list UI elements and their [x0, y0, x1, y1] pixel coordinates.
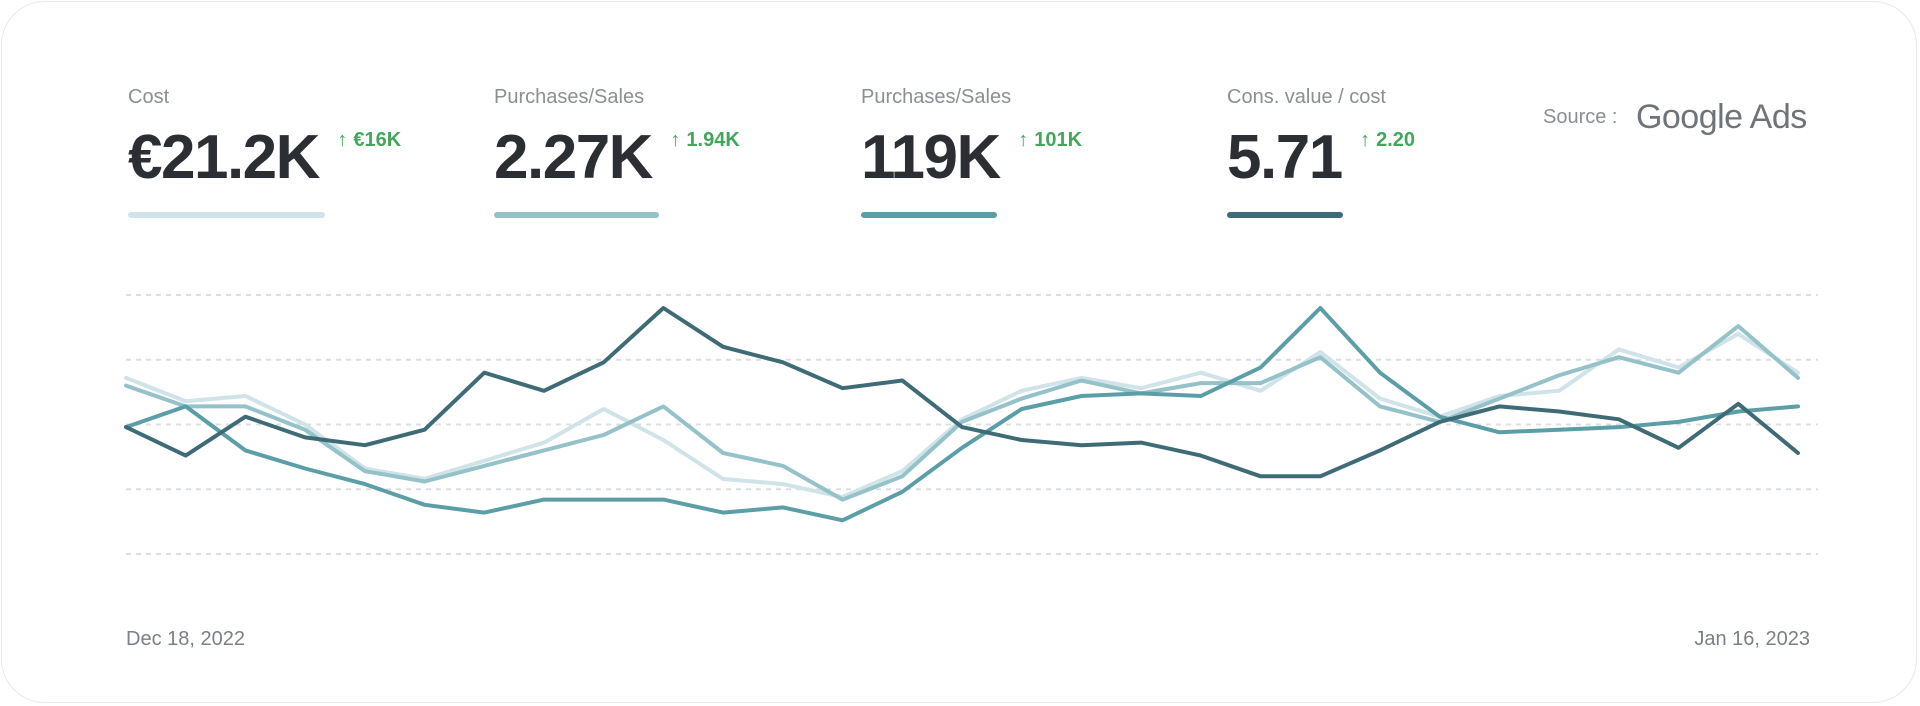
series-color-indicator: [128, 212, 325, 218]
metric-value: €21.2K: [128, 123, 320, 192]
series-color-indicator: [494, 212, 659, 218]
series-color-indicator: [861, 212, 997, 218]
source-attribution: Source : Google Ads: [1543, 98, 1807, 137]
metric-value: 5.71: [1227, 123, 1343, 192]
metric-label: Purchases/Sales: [494, 86, 645, 108]
up-arrow-icon: ↑: [1360, 129, 1371, 151]
up-arrow-icon: ↑: [1018, 129, 1029, 151]
metric-cost: Cost €21.2K ↑ €16K: [128, 86, 402, 218]
metric-delta: ↑ 2.20: [1360, 129, 1416, 151]
series-line-3: [124, 306, 1800, 523]
metric-cons-value-cost: Cons. value / cost 5.71 ↑ 2.20: [1227, 86, 1416, 218]
metric-delta: ↑ 1.94K: [670, 129, 740, 151]
series-line-2: [124, 324, 1800, 502]
x-axis-start-label: Dec 18, 2022: [126, 628, 245, 650]
series-line-4: [124, 306, 1800, 479]
series-color-indicator: [1227, 212, 1343, 218]
source-label: Source :: [1543, 106, 1618, 128]
x-axis-end-label: Jan 16, 2023: [1694, 628, 1810, 650]
up-arrow-icon: ↑: [670, 129, 681, 151]
metric-delta: ↑ 101K: [1018, 129, 1083, 151]
metric-value: 2.27K: [494, 123, 653, 192]
metric-label: Cost: [128, 86, 170, 108]
series-line-1: [124, 331, 1800, 499]
up-arrow-icon: ↑: [337, 129, 348, 151]
metric-purchases-sales-value: Purchases/Sales 119K ↑ 101K: [861, 86, 1083, 218]
metric-label: Cons. value / cost: [1227, 86, 1386, 108]
google-ads-logo: Google Ads: [1635, 98, 1807, 136]
metric-value: 119K: [861, 123, 1001, 192]
metric-purchases-sales: Purchases/Sales 2.27K ↑ 1.94K: [494, 86, 740, 218]
metric-label: Purchases/Sales: [861, 86, 1012, 108]
metric-delta: ↑ €16K: [337, 129, 402, 151]
